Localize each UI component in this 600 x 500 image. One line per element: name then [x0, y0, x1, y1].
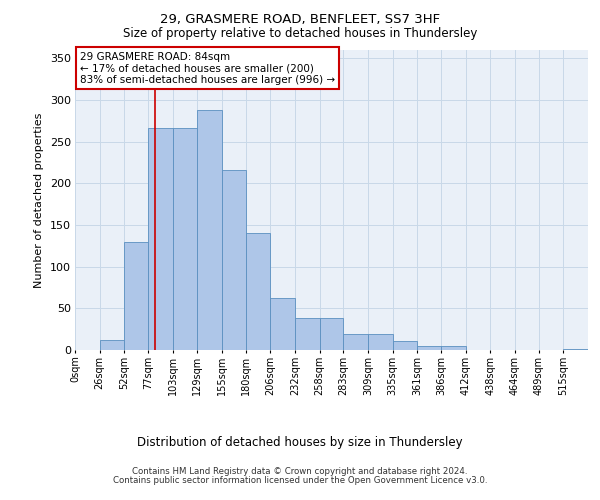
- Bar: [368, 334, 392, 350]
- Bar: [441, 346, 466, 350]
- Text: Size of property relative to detached houses in Thundersley: Size of property relative to detached ho…: [123, 28, 477, 40]
- Bar: [222, 170, 245, 350]
- Bar: [392, 341, 418, 350]
- Bar: [271, 298, 295, 350]
- Bar: [563, 349, 588, 350]
- Text: 29, GRASMERE ROAD, BENFLEET, SS7 3HF: 29, GRASMERE ROAD, BENFLEET, SS7 3HF: [160, 12, 440, 26]
- Bar: [173, 128, 197, 350]
- Text: Contains public sector information licensed under the Open Government Licence v3: Contains public sector information licen…: [113, 476, 487, 485]
- Bar: [100, 340, 124, 350]
- Bar: [197, 110, 222, 350]
- Text: 29 GRASMERE ROAD: 84sqm
← 17% of detached houses are smaller (200)
83% of semi-d: 29 GRASMERE ROAD: 84sqm ← 17% of detache…: [80, 52, 335, 84]
- Bar: [320, 318, 343, 350]
- Bar: [124, 242, 148, 350]
- Bar: [148, 128, 173, 350]
- Bar: [343, 334, 368, 350]
- Text: Distribution of detached houses by size in Thundersley: Distribution of detached houses by size …: [137, 436, 463, 449]
- Text: Contains HM Land Registry data © Crown copyright and database right 2024.: Contains HM Land Registry data © Crown c…: [132, 467, 468, 476]
- Y-axis label: Number of detached properties: Number of detached properties: [34, 112, 44, 288]
- Bar: [245, 234, 271, 350]
- Bar: [295, 318, 320, 350]
- Bar: [418, 346, 441, 350]
